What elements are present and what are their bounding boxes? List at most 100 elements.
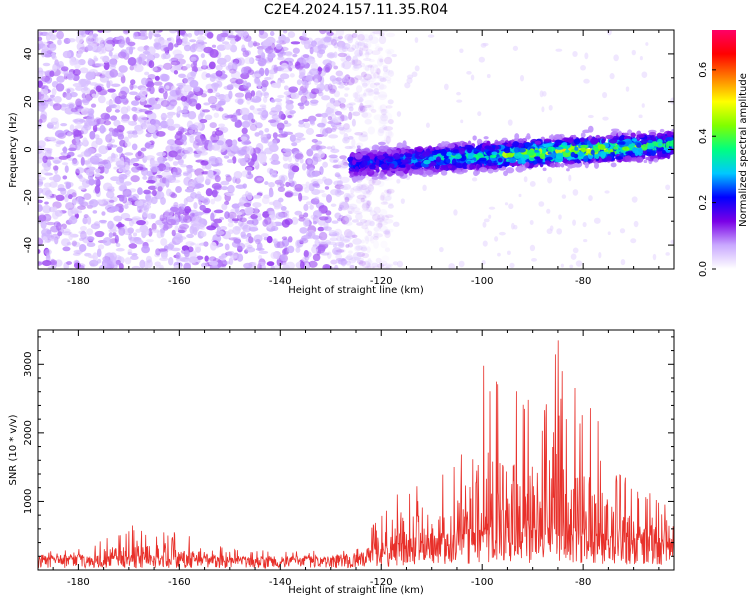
heatmap-cell (201, 262, 209, 268)
heatmap-cell (47, 159, 52, 168)
heatmap-cell (529, 244, 536, 252)
heatmap-cell (71, 192, 77, 198)
heatmap-cell (342, 60, 352, 70)
heatmap-cell (216, 57, 227, 65)
heatmap-cell (363, 64, 373, 71)
heatmap-cell (557, 162, 561, 168)
heatmap-cell (225, 192, 235, 197)
heatmap-cell (160, 238, 168, 246)
heatmap-cell (124, 257, 132, 265)
heatmap-cell (82, 160, 91, 165)
heatmap-cell (40, 110, 48, 120)
heatmap-cell (373, 64, 379, 74)
heatmap-cell (60, 122, 68, 127)
heatmap-cell (374, 82, 381, 86)
heatmap-cell (127, 56, 137, 66)
heatmap-cell (580, 144, 588, 149)
heatmap-cell (241, 127, 248, 135)
heatmap-cell (239, 107, 250, 116)
heatmap-cell (87, 57, 93, 66)
heatmap-cell (210, 133, 220, 143)
heatmap-cell (141, 245, 150, 254)
heatmap-cell (348, 106, 354, 112)
heatmap-cell (140, 122, 147, 130)
heatmap-cell (469, 164, 474, 170)
heatmap-cell (38, 199, 43, 204)
heatmap-cell (327, 83, 333, 91)
heatmap-cell (105, 100, 115, 106)
heatmap-cell (333, 90, 341, 98)
heatmap-cell (560, 162, 565, 168)
heatmap-cell (352, 55, 359, 65)
heatmap-cell (400, 198, 405, 205)
heatmap-cell (90, 103, 97, 108)
heatmap-cell (498, 231, 506, 236)
heatmap-cell (459, 48, 464, 54)
heatmap-cell (303, 100, 310, 106)
heatmap-cell (210, 198, 216, 205)
heatmap-cell (224, 211, 230, 219)
heatmap-cell (168, 42, 174, 50)
heatmap-cell (296, 79, 302, 86)
heatmap-cell (453, 209, 458, 216)
heatmap-cell (79, 237, 84, 241)
heatmap-cell (197, 30, 205, 36)
heatmap-cell (183, 84, 192, 93)
heatmap-cell (38, 31, 43, 37)
heatmap-cell (45, 75, 53, 84)
heatmap-cell (62, 231, 72, 236)
heatmap-cell (92, 210, 98, 214)
heatmap-cell (392, 152, 401, 160)
heatmap-cell (189, 39, 197, 43)
heatmap-cell (379, 57, 386, 65)
heatmap-cell (471, 177, 478, 182)
heatmap-cell (346, 47, 355, 52)
heatmap-cell (231, 139, 238, 147)
heatmap-cell (440, 170, 448, 176)
heatmap-cell (44, 172, 53, 176)
heatmap-cell (308, 260, 318, 268)
heatmap-cell (328, 230, 337, 235)
heatmap-cell (387, 79, 392, 84)
heatmap-cell (207, 169, 214, 178)
heatmap-cell (364, 259, 374, 267)
heatmap-cell (240, 72, 250, 80)
heatmap-cell (127, 120, 133, 125)
heatmap-cell (380, 193, 387, 200)
heatmap-cell (101, 70, 110, 76)
heatmap-cell (531, 258, 537, 262)
heatmap-cell (118, 173, 128, 180)
heatmap-cell (183, 249, 190, 258)
heatmap-cell (182, 140, 187, 146)
heatmap-cell (369, 72, 376, 80)
heatmap-cell (247, 69, 255, 75)
heatmap-cell (213, 218, 223, 224)
heatmap-cell (375, 30, 385, 37)
heatmap-cell (555, 152, 564, 160)
heatmap-cell (66, 71, 75, 81)
heatmap-cell (347, 205, 355, 215)
heatmap-cell (378, 118, 387, 127)
heatmap-cell (356, 183, 364, 192)
heatmap-cell (497, 157, 503, 163)
heatmap-cell (384, 189, 390, 194)
heatmap-cell (368, 64, 379, 68)
heatmap-cell (154, 34, 162, 38)
heatmap-cell (307, 232, 313, 237)
heatmap-cell (175, 252, 181, 260)
heatmap-cell (235, 84, 240, 89)
heatmap-cell (362, 199, 371, 209)
heatmap-cell (234, 122, 240, 128)
heatmap-cell (55, 142, 61, 147)
heatmap-cell (298, 119, 305, 125)
heatmap-cell (631, 49, 636, 56)
heatmap-cell (49, 181, 58, 188)
heatmap-cell (348, 264, 356, 269)
heatmap-cell (186, 164, 193, 174)
heatmap-cell (378, 84, 387, 90)
heatmap-cell (283, 120, 289, 124)
heatmap-cell (265, 133, 272, 137)
heatmap-cell (143, 156, 149, 161)
heatmap-cell (69, 143, 78, 151)
heatmap-cell (367, 230, 373, 237)
